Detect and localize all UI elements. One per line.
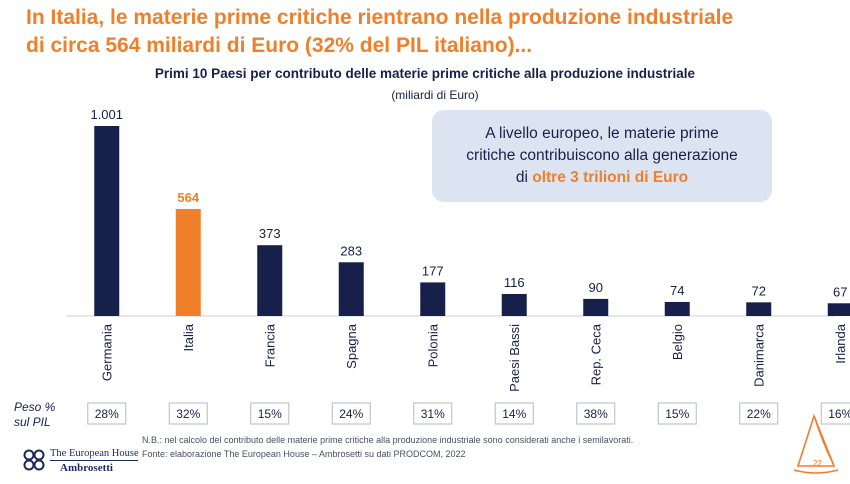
peso-pil-box [413,402,453,425]
peso-pil-value: 14% [502,407,526,421]
data-label: 177 [422,263,444,278]
footnotes: N.B.: nel calcolo del contributo delle m… [142,433,782,461]
logo-line-2: Ambrosetti [60,462,113,474]
bar [501,293,527,316]
category-label: Polonia [425,323,440,367]
callout-line-2: critiche contribuiscono alla generazione [466,147,738,164]
data-label: 90 [589,280,603,295]
category-label: Italia [181,323,196,351]
peso-pil-value: 16% [828,407,850,421]
data-label: 564 [177,190,199,205]
category-label: Spagna [344,323,359,369]
bar [94,126,120,316]
logo-mark-icon [23,449,45,471]
page-number: 22 [813,459,822,468]
peso-pil-box [657,402,697,425]
callout-line-3: di oltre 3 trilioni di Euro [432,167,772,189]
category-label: Paesi Bassi [507,324,522,392]
sail-icon [793,413,839,474]
headline-line-1: In Italia, le materie prime critiche rie… [26,6,734,29]
data-label: 74 [670,283,684,298]
data-label: 1.001 [90,107,123,122]
category-label: Rep. Ceca [588,323,603,385]
bar [583,298,609,316]
peso-pil-value: 15% [258,407,282,421]
peso-pil-value: 28% [95,407,119,421]
headline: In Italia, le materie prime critiche rie… [26,4,826,60]
category-label: Irlanda [833,323,848,364]
peso-pil-value: 24% [339,407,363,421]
callout-line-1: A livello europeo, le materie prime [485,125,719,142]
callout-box: A livello europeo, le materie prime crit… [432,110,772,202]
footnote-nb: N.B.: nel calcolo del contributo delle m… [142,435,634,445]
data-label: 72 [752,283,766,298]
footnote-source: Fonte: elaborazione The European House –… [142,449,466,459]
category-label: Francia [262,323,277,367]
peso-pil-box [739,402,779,425]
data-label: 373 [259,226,281,241]
peso-pil-value: 38% [584,407,608,421]
bar [664,301,690,316]
bar [420,282,446,316]
category-label: Belgio [670,324,685,360]
chart-title: Primi 10 Paesi per contributo delle mate… [154,66,696,81]
peso-pil-label-line-2: sul PIL [14,415,51,429]
peso-pil-value: 15% [665,407,689,421]
peso-pil-value: 22% [747,407,771,421]
logo-line-1: The European House [50,448,139,459]
peso-pil-box [576,402,616,425]
callout-highlight: oltre 3 trilioni di Euro [532,169,689,186]
category-label: Germania [99,323,114,381]
peso-pil-label-line-1: Peso % [14,400,56,414]
callout-prefix: di [515,169,533,186]
peso-pil-box [168,402,208,425]
category-label: Danimarca [751,323,766,387]
headline-line-2: di circa 564 miliardi di Euro (32% del P… [26,34,533,57]
peso-pil-value: 32% [176,407,200,421]
peso-pil-box [494,402,534,425]
chart-subtitle: (miliardi di Euro) [391,88,479,102]
data-label: 116 [504,275,525,290]
peso-pil-box [250,402,290,425]
peso-pil-box [87,402,127,425]
peso-pil-box [331,402,371,425]
bar [746,302,772,316]
bar [257,245,283,316]
peso-pil-label: Peso % sul PIL [14,400,64,430]
bar [338,262,364,316]
ambrosetti-logo: The European House Ambrosetti [22,446,142,476]
data-label: 67 [833,284,847,299]
bar [175,208,201,316]
peso-pil-value: 31% [421,407,445,421]
data-label: 283 [340,243,362,258]
peso-pil-box [820,402,850,425]
bar [827,303,850,316]
logo-rule [50,460,138,461]
